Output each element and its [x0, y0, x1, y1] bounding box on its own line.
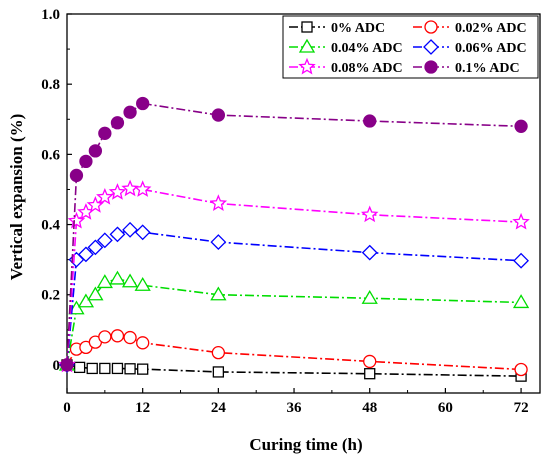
- data-point: [364, 368, 376, 380]
- data-point: [121, 179, 139, 197]
- data-point: [109, 270, 126, 285]
- plot-frame: [66, 13, 541, 394]
- data-point: [136, 96, 150, 111]
- legend-entry: 0.08% ADC: [289, 57, 403, 76]
- legend-label: 0.1% ADC: [455, 61, 520, 76]
- series-6: [60, 96, 528, 372]
- y-tick-label: 0.8: [41, 77, 60, 93]
- data-point: [211, 345, 226, 360]
- series-1: [61, 359, 527, 382]
- x-tick-label: 24: [211, 400, 227, 416]
- data-point: [79, 154, 93, 169]
- data-point: [514, 362, 528, 377]
- y-tick-label: 1.0: [41, 7, 60, 23]
- data-point: [121, 273, 139, 288]
- series-3: [58, 270, 530, 371]
- x-axis-title: Curing time (h): [249, 435, 362, 454]
- data-point: [122, 221, 138, 238]
- y-tick-label: 0: [53, 358, 61, 374]
- data-point: [60, 358, 74, 372]
- legend-box: [282, 15, 539, 79]
- legend-marker: [301, 21, 313, 33]
- x-tick-label: 48: [362, 400, 377, 416]
- data-point: [99, 362, 111, 375]
- legend-label: 0.02% ADC: [455, 21, 527, 36]
- y-tick-label: 0.6: [41, 147, 60, 163]
- legend-entry: 0% ADC: [289, 21, 385, 36]
- data-point: [69, 168, 84, 183]
- data-point: [363, 354, 377, 369]
- y-axis-title: Vertical expansion (%): [7, 114, 26, 281]
- x-tick-label: 0: [63, 400, 71, 416]
- data-point: [361, 244, 378, 261]
- data-point: [108, 183, 127, 200]
- series-4: [59, 221, 529, 373]
- data-point: [86, 362, 98, 375]
- data-point: [134, 224, 151, 241]
- x-tick-label: 12: [135, 400, 150, 416]
- x-tick-label: 36: [287, 400, 303, 416]
- legend-marker: [423, 39, 439, 55]
- data-point: [512, 212, 530, 230]
- legend-marker: [424, 60, 438, 74]
- legend-marker: [298, 38, 316, 53]
- legend-entry: 0.06% ADC: [413, 39, 527, 56]
- data-point: [360, 205, 379, 223]
- series-line: [66, 102, 522, 365]
- data-point: [73, 361, 86, 374]
- legend-label: 0% ADC: [331, 21, 385, 36]
- data-point: [210, 286, 227, 301]
- data-point: [363, 114, 377, 128]
- data-point: [110, 116, 125, 130]
- data-point: [78, 246, 94, 263]
- data-point: [87, 286, 104, 301]
- y-tick-label: 0.4: [41, 218, 60, 234]
- data-point: [212, 366, 225, 378]
- data-point: [110, 329, 125, 343]
- x-tick-label: 60: [438, 400, 453, 416]
- legend: 0% ADC 0.02% ADC 0.04% ADC 0.06% ADC 0.08% A…: [282, 15, 539, 79]
- data-point: [98, 126, 112, 140]
- data-point: [512, 294, 530, 309]
- data-point: [109, 226, 126, 243]
- legend-label: 0.04% ADC: [331, 41, 403, 56]
- series-line: [66, 228, 522, 366]
- legend-label: 0.06% ADC: [455, 41, 527, 56]
- data-point: [134, 276, 151, 291]
- series-line: [66, 278, 522, 366]
- data-point: [361, 289, 378, 304]
- data-point: [98, 330, 112, 344]
- data-point: [77, 293, 95, 308]
- data-point: [513, 252, 529, 269]
- data-point: [209, 194, 228, 211]
- data-point: [133, 180, 152, 197]
- data-point: [210, 234, 227, 251]
- data-point: [137, 363, 149, 375]
- data-point: [123, 330, 137, 345]
- data-point: [136, 336, 150, 350]
- data-point: [123, 105, 137, 119]
- data-point: [87, 239, 104, 256]
- data-point: [96, 187, 114, 205]
- legend-label: 0.08% ADC: [331, 61, 403, 76]
- plot-area: 0 12 24 36 48 60 72 0 0.2 0.4 0.6 0.8 1.0 0% ADC 0.02%…: [41, 7, 541, 416]
- data-point: [111, 362, 124, 375]
- y-tick-label: 0.2: [41, 288, 60, 304]
- data-point: [211, 108, 226, 122]
- data-point: [88, 144, 103, 158]
- data-point: [514, 119, 528, 133]
- data-point: [96, 232, 113, 249]
- data-point: [68, 300, 85, 315]
- legend-entry: 0.02% ADC: [413, 20, 527, 36]
- legend-entry: 0.1% ADC: [413, 60, 520, 76]
- legend-marker: [298, 57, 316, 75]
- data-point: [124, 363, 136, 375]
- series-line: [66, 364, 522, 377]
- x-tick-label: 72: [514, 400, 529, 416]
- data-point: [96, 274, 113, 289]
- legend-marker: [424, 20, 438, 34]
- legend-entry: 0.04% ADC: [289, 38, 403, 56]
